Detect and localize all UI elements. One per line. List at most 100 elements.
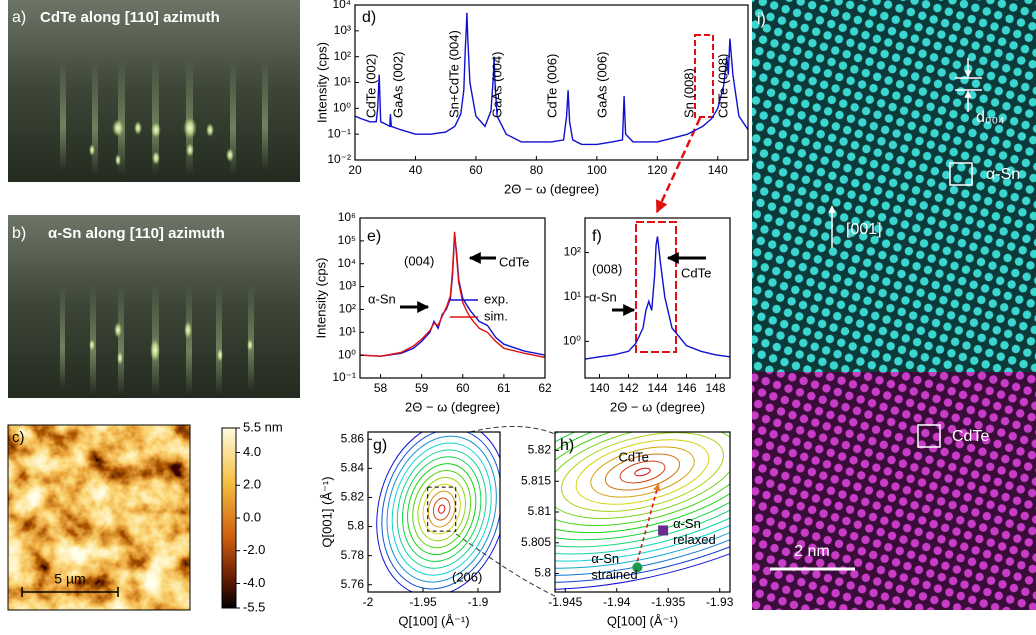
contour-line — [432, 497, 451, 521]
contour-line — [555, 432, 730, 562]
colorbar-tick-label: -5.5 — [243, 599, 265, 614]
colorbar-tick-label: 2.0 — [243, 477, 261, 492]
contour-line — [555, 432, 730, 541]
panel-label: d) — [362, 9, 376, 26]
colorbar-tick-label: -2.0 — [243, 542, 265, 557]
x-tick-label: -1.945 — [548, 595, 582, 609]
y-axis-label: Q[001] (Å⁻¹) — [319, 476, 334, 547]
annotation: CdTe (002) — [363, 54, 378, 118]
x-axis-label: 2Θ − ω (degree) — [610, 399, 705, 414]
annotation: Sn+CdTe (004) — [446, 30, 461, 118]
annotation: GaAs (006) — [594, 52, 609, 118]
y-tick-label: 5.8 — [534, 566, 551, 580]
y-tick-label: 5.805 — [521, 535, 551, 549]
x-tick-label: 58 — [374, 381, 388, 395]
x-tick-label: 148 — [705, 381, 725, 395]
contour-line — [555, 432, 730, 555]
y-tick-label: 10¹ — [564, 289, 581, 303]
panel-label: f) — [592, 228, 602, 245]
y-tick-label: 10¹ — [334, 75, 351, 89]
contour-line — [555, 432, 730, 534]
region-label: CdTe — [952, 428, 989, 445]
y-tick-label: 10⁰ — [338, 347, 356, 361]
contour-line — [417, 476, 466, 542]
plot-area — [360, 231, 545, 359]
contour-line — [555, 432, 730, 591]
x-tick-label: -1.94 — [603, 595, 631, 609]
contour-line — [561, 432, 724, 512]
annotation: CdTe — [681, 265, 711, 280]
annotation: CdTe (008) — [715, 54, 730, 118]
contour-line — [555, 432, 730, 576]
contour-line — [396, 449, 487, 569]
contour-line — [386, 435, 497, 583]
x-axis-label: 2Θ − ω (degree) — [504, 181, 599, 196]
y-tick-label: 10⁰ — [563, 334, 581, 348]
annotation: (004) — [404, 253, 434, 268]
y-tick-label: 5.78 — [341, 548, 365, 562]
y-tick-label: 5.82 — [341, 490, 365, 504]
y-tick-label: 5.81 — [528, 504, 552, 518]
contour-line — [619, 460, 666, 484]
afm-image: c) 5 µm — [7, 424, 237, 611]
data-line — [360, 231, 545, 359]
legend-label: sim. — [484, 308, 508, 323]
contour-line — [590, 446, 695, 498]
x-tick-label: 120 — [647, 163, 667, 177]
y-tick-label: 10⁴ — [332, 0, 351, 11]
x-tick-label: 60 — [469, 163, 483, 177]
contour-line — [634, 467, 651, 477]
point-label: strained — [591, 567, 637, 582]
plot-area — [555, 432, 730, 591]
annotation: (206) — [452, 569, 482, 584]
y-tick-label: 10⁻¹ — [327, 126, 351, 140]
rheed-b: b) α-Sn along [110] azimuth — [8, 215, 300, 398]
panel-label: e) — [367, 228, 381, 245]
x-tick-label: 20 — [348, 163, 362, 177]
point-label: α-Sn — [673, 516, 701, 531]
y-tick-label: 5.84 — [341, 461, 365, 475]
y-tick-label: 10⁵ — [338, 233, 356, 247]
annotation: (008) — [592, 261, 622, 276]
annotation: Sn (008) — [681, 68, 696, 118]
x-tick-label: 144 — [647, 381, 667, 395]
y-tick-label: 10⁰ — [333, 101, 351, 115]
axes-frame — [359, 217, 546, 379]
panel-label: i) — [757, 11, 766, 28]
panel-label: a) — [12, 9, 26, 26]
y-tick-label: 10⁴ — [337, 256, 356, 270]
y-tick-label: 10² — [334, 49, 351, 63]
legend-label: exp. — [484, 291, 509, 306]
y-axis-label: Intensity (cps) — [313, 258, 328, 339]
colorbar-tick-label: 4.0 — [243, 444, 261, 459]
point — [658, 525, 669, 536]
point-label: relaxed — [673, 532, 716, 547]
plot-area — [376, 432, 500, 592]
x-tick-label: 61 — [497, 381, 511, 395]
y-tick-label: 10⁶ — [338, 210, 356, 224]
data-line — [585, 236, 730, 360]
y-tick-label: 10⁻² — [327, 152, 351, 166]
contour-line — [381, 432, 500, 590]
colorbar-tick-label: 0.0 — [243, 509, 261, 524]
scale-bar-label: 5 µm — [54, 571, 85, 587]
region-label: α-Sn — [986, 166, 1020, 183]
point-label: α-Sn — [591, 551, 619, 566]
y-axis-label: Intensity (cps) — [314, 42, 329, 123]
annotation: α-Sn — [589, 289, 617, 304]
x-tick-label: -1.95 — [409, 595, 437, 609]
contour-line — [575, 439, 710, 505]
annotation: CdTe — [499, 254, 529, 269]
x-tick-label: 142 — [618, 381, 638, 395]
x-axis-label: Q[100] (Å⁻¹) — [398, 613, 469, 628]
annotation: α-Sn — [368, 291, 396, 306]
panel-title: CdTe along [110] azimuth — [40, 9, 220, 26]
x-tick-label: 140 — [708, 163, 728, 177]
rheed-a: a) CdTe along [110] azimuth — [8, 0, 300, 182]
panel-label: c) — [12, 429, 25, 446]
contour-line — [422, 483, 461, 535]
y-tick-label: 5.8 — [347, 519, 364, 533]
annotation: CdTe (006) — [544, 54, 559, 118]
colorbar-tick-label: -4.0 — [243, 575, 265, 590]
